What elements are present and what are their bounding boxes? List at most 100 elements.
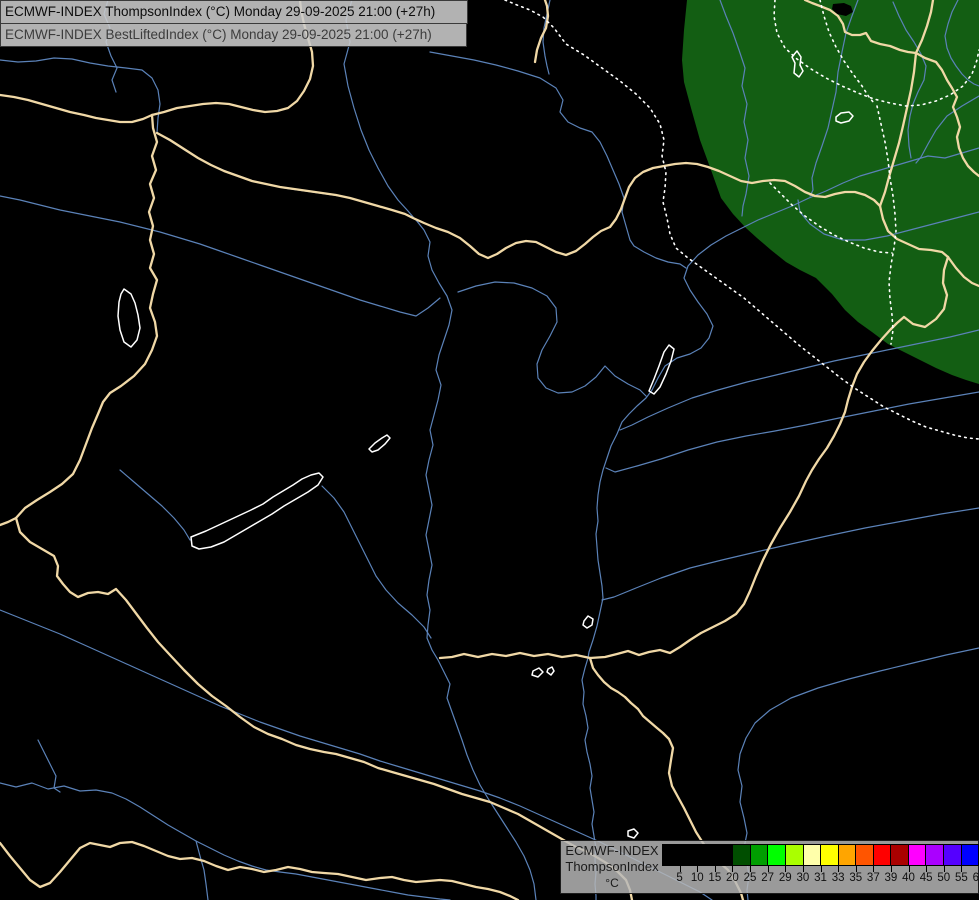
legend-tick-label: 55 [954, 872, 968, 884]
legend-tick-label: 10 [690, 872, 704, 884]
river [605, 391, 979, 473]
legend-colorbar [662, 844, 979, 866]
river [37, 739, 61, 793]
dotted-border [769, 182, 893, 254]
lake [627, 828, 639, 839]
border [533, 0, 550, 64]
legend-color-box [820, 844, 839, 866]
legend-tick-label: 35 [849, 872, 863, 884]
legend-color-box [767, 844, 786, 866]
legend-tick-label: 60 [972, 872, 979, 884]
border [0, 93, 154, 124]
legend-tick [750, 866, 752, 872]
map-title-secondary: ECMWF-INDEX BestLiftedIndex (°C) Monday … [0, 23, 467, 47]
legend-color-box [732, 844, 751, 866]
legend-unit-label: °C [605, 876, 619, 890]
legend-color-box [749, 844, 769, 866]
river-maros [601, 507, 979, 601]
lake-velence [368, 434, 391, 453]
border [914, 51, 979, 178]
legend-tick-label: 31 [814, 872, 827, 884]
legend-color-box [802, 844, 822, 866]
river [0, 195, 441, 317]
legend-color-box [890, 844, 909, 866]
legend-color-box [714, 844, 734, 866]
legend-tick [873, 866, 875, 872]
legend-model-label: ECMWF-INDEX [565, 843, 659, 858]
legend-tick [820, 866, 822, 872]
river-sava [0, 782, 451, 900]
legend-tick [943, 866, 945, 872]
legend-tick-label: 50 [937, 872, 951, 884]
border-west [14, 113, 634, 900]
lake [582, 615, 594, 629]
legend-tick-label: 20 [726, 872, 739, 884]
dotted-border [819, 0, 875, 104]
border [878, 204, 950, 259]
legend-tick [855, 866, 857, 872]
legend-color-box [679, 844, 699, 866]
legend-tick [679, 866, 681, 872]
lake [791, 50, 804, 78]
legend-tick [785, 866, 787, 872]
legend-color-box [872, 844, 892, 866]
legend-tick [926, 866, 928, 872]
legend-color-box [925, 844, 944, 866]
river [429, 51, 687, 269]
legend-color-box [943, 844, 962, 866]
legend-tick [961, 866, 963, 872]
legend-tick [714, 866, 716, 872]
legend-tick [697, 866, 699, 872]
river [892, 1, 927, 159]
legend-tick-label: 40 [902, 872, 915, 884]
legend-tick [890, 866, 892, 872]
border-south [438, 651, 592, 660]
legend-tick-label: 39 [884, 872, 898, 884]
border [0, 516, 18, 527]
legend-tick-label: 25 [743, 872, 757, 884]
legend-tick [767, 866, 769, 872]
legend-color-box [855, 844, 874, 866]
legend-tick [732, 866, 734, 872]
lake-balaton [190, 472, 324, 550]
lake [546, 666, 555, 676]
border-east [588, 255, 950, 660]
legend-tick-label: 45 [919, 872, 933, 884]
map-title-primary: ECMWF-INDEX ThompsonIndex (°C) Monday 29… [0, 0, 468, 24]
lake [531, 667, 544, 678]
lake [835, 111, 854, 124]
legend-tick-label: 33 [831, 872, 845, 884]
legend-color-box [662, 844, 681, 866]
legend-tick [838, 866, 840, 872]
legend-tick [802, 866, 804, 872]
legend-color-box [784, 844, 804, 866]
legend-panel: ECMWF-INDEX ThompsonIndex °C 5 10 15 20 25 27… [560, 840, 979, 894]
dotted-boundaries [504, 0, 979, 440]
legend-tick-label: 37 [866, 872, 880, 884]
river [915, 95, 979, 164]
river-tisza [581, 147, 979, 900]
lake-outlines [117, 50, 854, 839]
lake-tisza [648, 344, 675, 395]
legend-index-label: ThompsonIndex [565, 859, 659, 874]
legend-tick-label: 30 [796, 872, 810, 884]
river [457, 281, 647, 397]
dotted-border [773, 0, 979, 107]
legend-tick-label: 29 [778, 872, 792, 884]
dotted-border [876, 105, 897, 345]
river [619, 329, 979, 431]
river [797, 199, 979, 241]
border [946, 255, 979, 288]
legend-color-box [907, 844, 927, 866]
legend-color-box [697, 844, 716, 866]
border [878, 51, 918, 208]
river [321, 485, 432, 639]
border [0, 840, 520, 900]
legend-tick [908, 866, 910, 872]
dotted-border [504, 0, 979, 440]
border-north [155, 131, 882, 260]
index-region-green [682, 0, 979, 384]
